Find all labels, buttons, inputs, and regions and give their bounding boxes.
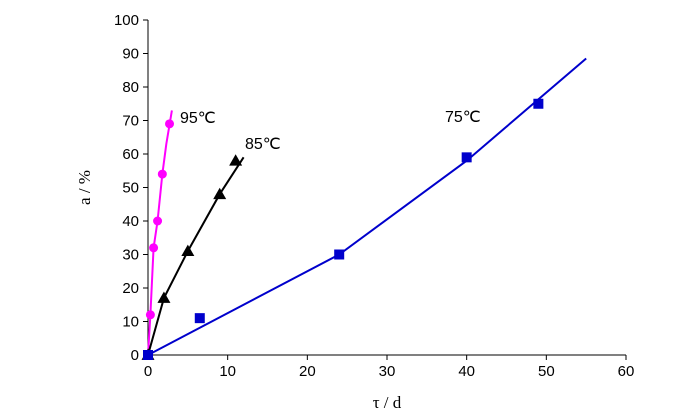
x-tick-label: 0 <box>144 363 152 380</box>
y-tick-label: 40 <box>122 213 139 230</box>
data-point-square <box>334 249 345 260</box>
y-tick-label: 60 <box>122 146 139 163</box>
data-point-circle <box>153 216 163 226</box>
data-point-triangle <box>181 244 195 257</box>
y-axis-label: a / % <box>75 170 94 205</box>
y-tick-label: 100 <box>114 12 139 29</box>
x-tick-label: 50 <box>538 363 555 380</box>
data-point-square <box>194 313 205 324</box>
series-label-triangle: 85℃ <box>245 136 281 153</box>
fit-lines <box>147 57 587 356</box>
data-point-square <box>143 350 153 360</box>
data-point-circle <box>149 243 159 253</box>
data-point-circle <box>157 169 167 179</box>
x-tick-label: 10 <box>219 363 236 380</box>
x-tick-label: 40 <box>458 363 475 380</box>
fit-line-square <box>147 57 587 356</box>
x-axis: 0 10 20 30 40 50 60 <box>144 354 635 380</box>
series-label-circle: 95℃ <box>180 110 216 127</box>
x-axis-label: τ / d <box>373 393 402 412</box>
y-tick-label: 30 <box>122 247 139 264</box>
data-point-square <box>533 98 544 109</box>
data-point-triangle <box>213 187 227 200</box>
y-tick-label: 80 <box>122 79 139 96</box>
data-point-triangle <box>229 154 243 166</box>
y-tick-label: 10 <box>122 314 139 331</box>
data-point-triangle <box>157 291 171 303</box>
x-tick-label: 30 <box>379 363 396 380</box>
data-point-circle <box>165 119 175 129</box>
y-tick-label: 90 <box>122 46 139 63</box>
y-tick-label: 20 <box>122 280 139 297</box>
y-tick-label: 50 <box>122 180 139 197</box>
data-point-square <box>461 152 472 163</box>
data-point-circle <box>145 310 155 320</box>
y-tick-label: 70 <box>122 113 139 130</box>
y-tick-label: 0 <box>131 347 139 364</box>
series-label-square: 75℃ <box>445 109 481 126</box>
x-tick-label: 60 <box>618 363 635 380</box>
fit-line-triangle <box>147 156 245 356</box>
x-tick-label: 20 <box>299 363 316 380</box>
data-markers <box>141 98 544 360</box>
series-labels: 95℃ 85℃ 75℃ <box>180 109 481 153</box>
y-axis: 0 10 20 30 40 50 60 70 80 90 100 <box>114 12 149 364</box>
